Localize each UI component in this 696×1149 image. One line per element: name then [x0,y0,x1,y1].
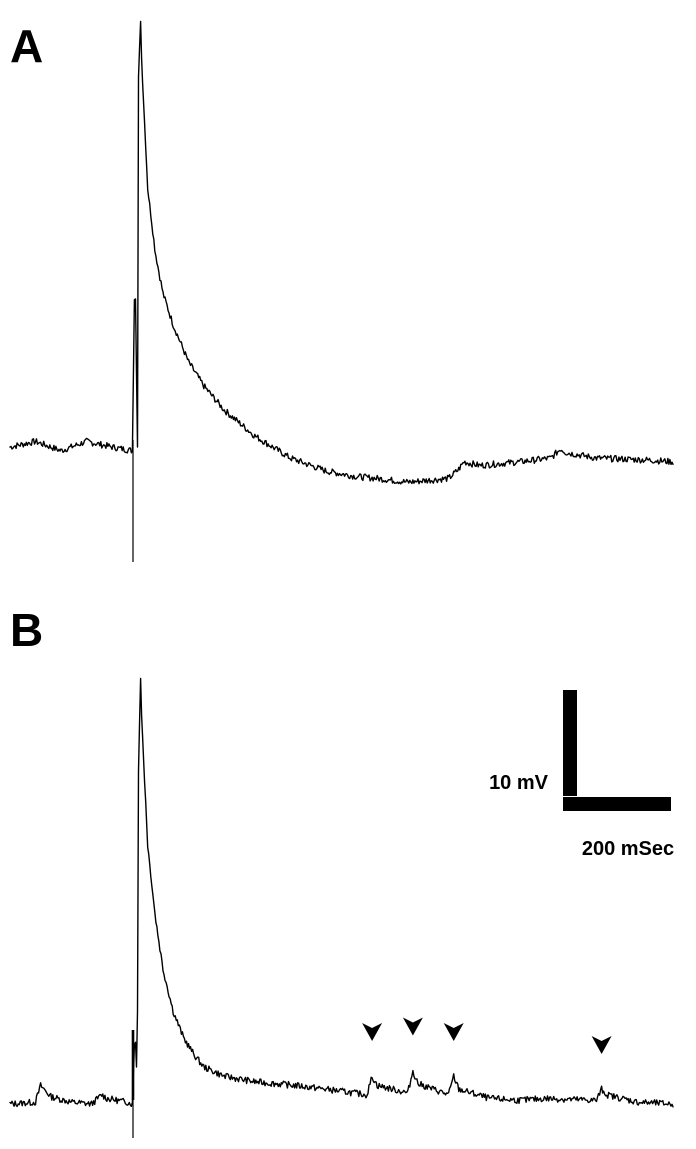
scale-bar-time-label: 200 mSec [582,838,674,860]
panel-label-b: B [10,604,43,656]
event-arrowhead-2 [402,1017,423,1036]
trace-a-membrane-potential [9,20,674,485]
scale-bar-vertical [563,690,577,796]
event-arrowhead-1 [362,1023,383,1041]
scale-bar: 10 mV 200 mSec [489,690,674,860]
panel-a: A [9,20,674,562]
event-arrowhead-4 [591,1035,612,1054]
scale-bar-horizontal [563,797,671,811]
event-arrowheads [362,1017,612,1054]
panel-b: B [9,604,674,1138]
trace-b-membrane-potential [9,677,674,1108]
event-arrowhead-3 [443,1023,464,1041]
panel-label-a: A [10,20,43,72]
scale-bar-voltage-label: 10 mV [489,772,549,794]
